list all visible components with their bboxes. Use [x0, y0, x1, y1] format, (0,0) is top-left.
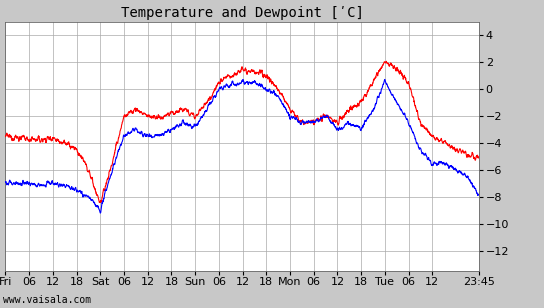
Text: www.vaisala.com: www.vaisala.com [3, 295, 91, 305]
Title: Temperature and Dewpoint [ʹC]: Temperature and Dewpoint [ʹC] [121, 6, 363, 20]
